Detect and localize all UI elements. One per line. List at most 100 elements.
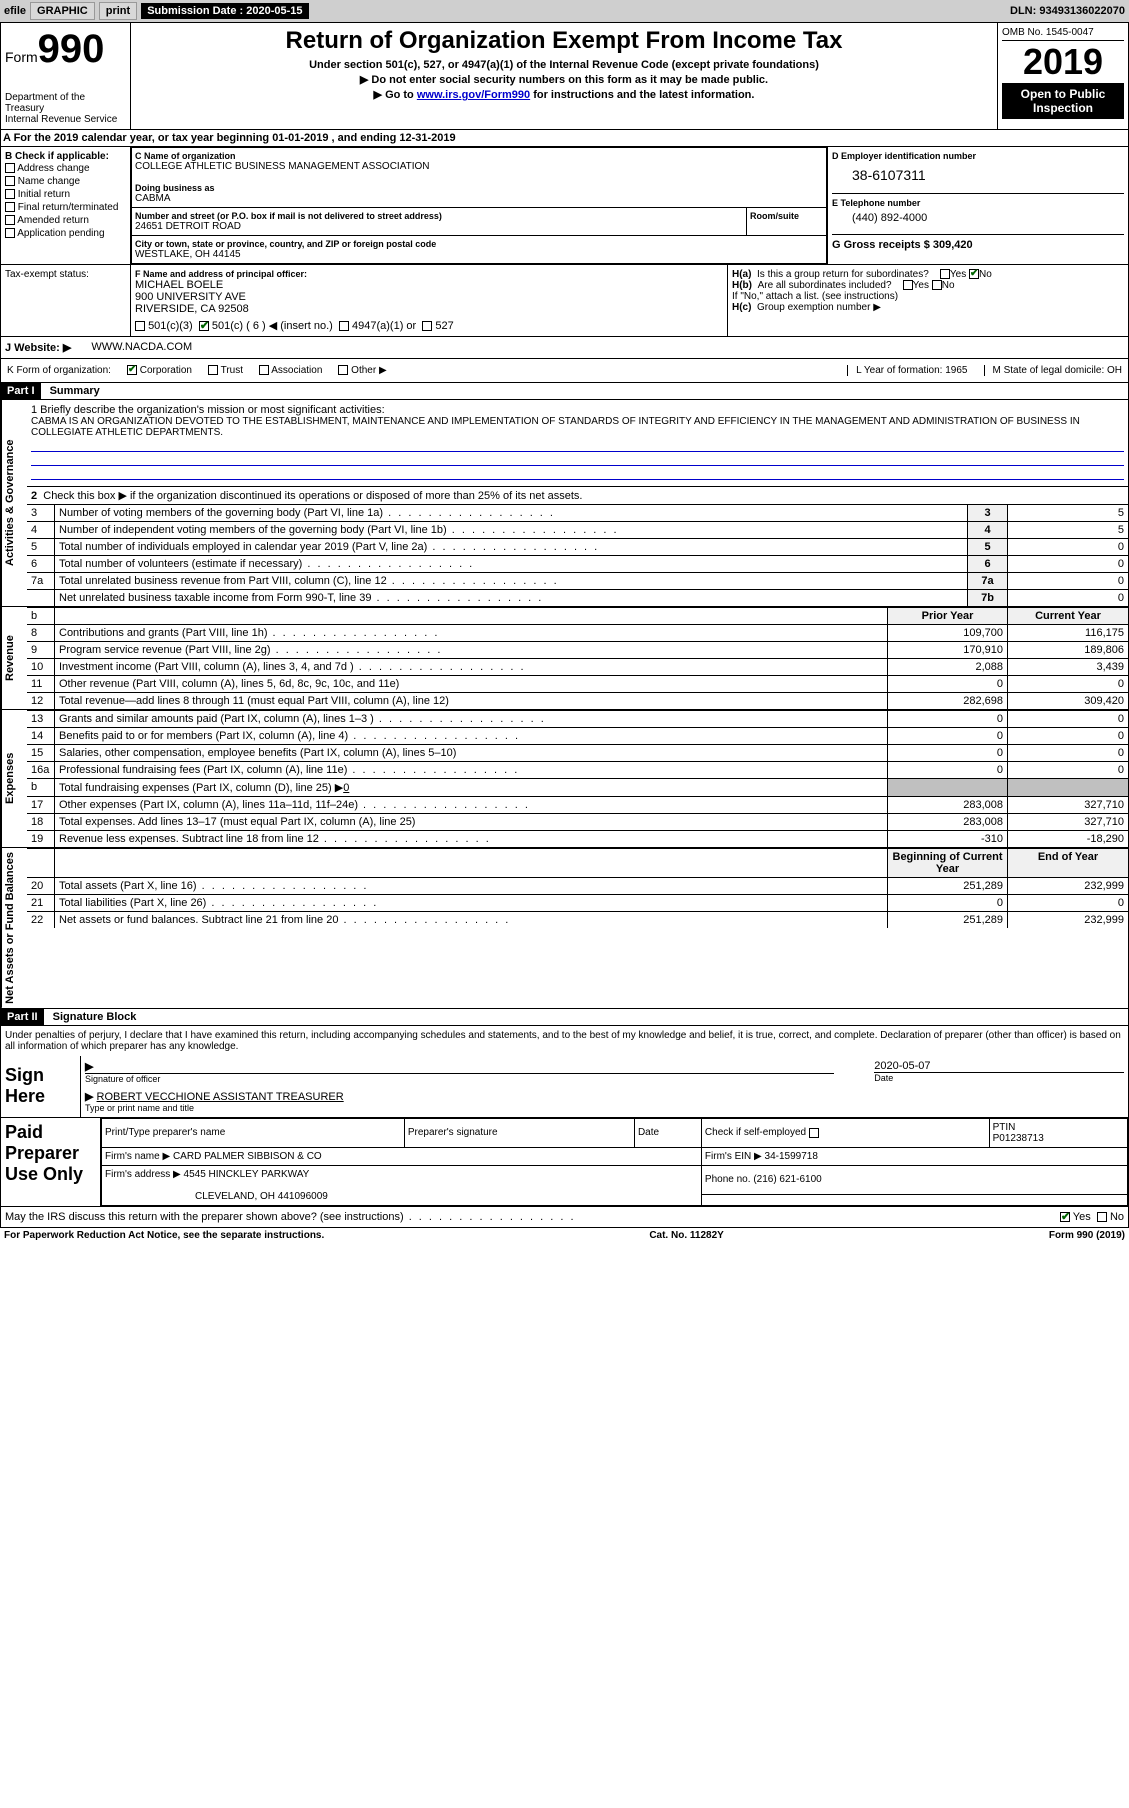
phone-value: (440) 892-4000 [832,208,1124,234]
paid-preparer-grid: Paid Preparer Use Only Print/Type prepar… [1,1117,1128,1206]
c-label: C Name of organization [135,151,823,161]
chk-final[interactable]: Final return/terminated [5,201,126,214]
penalties-text: Under penalties of perjury, I declare th… [1,1026,1128,1056]
activities-governance-section: Activities & Governance 1 Briefly descri… [0,400,1129,607]
dept-label: Department of the Treasury [5,92,126,114]
org-name: COLLEGE ATHLETIC BUSINESS MANAGEMENT ASS… [135,161,823,172]
chk-address[interactable]: Address change [5,162,126,175]
e-label: E Telephone number [832,193,1124,208]
f-block: F Name and address of principal officer:… [131,265,728,336]
expenses-section: Expenses 13Grants and similar amounts pa… [0,710,1129,848]
te-501c3: 501(c)(3) [148,320,193,332]
side-ag: Activities & Governance [1,400,27,606]
chk-amended[interactable]: Amended return [5,214,126,227]
part2-header: Part II Signature Block [0,1009,1129,1026]
ag-content: 1 Briefly describe the organization's mi… [27,400,1128,606]
graphic-button[interactable]: GRAPHIC [30,2,95,20]
footer-left: For Paperwork Reduction Act Notice, see … [4,1230,324,1241]
line12: 12Total revenue—add lines 8 through 11 (… [27,692,1128,709]
year-block: OMB No. 1545-0047 2019 Open to Public In… [998,23,1128,129]
k-assoc: Association [259,365,322,376]
ha-row: H(a) Is this a group return for subordin… [732,269,1124,280]
header-bar: efile GRAPHIC print Submission Date : 20… [0,0,1129,22]
addr-value: 24651 DETROIT ROAD [135,221,743,232]
te-label: Tax-exempt status: [5,269,89,280]
subtitle-1: Under section 501(c), 527, or 4947(a)(1)… [135,59,993,71]
discuss-text: May the IRS discuss this return with the… [5,1211,576,1223]
chk-initial[interactable]: Initial return [5,188,126,201]
name-arrow-icon: ▶ [85,1091,93,1103]
dba-label: Doing business as [135,183,823,193]
officer-addr1: 900 UNIVERSITY AVE [135,291,723,303]
chk-name[interactable]: Name change [5,175,126,188]
sign-here-grid: Sign Here ▶ Signature of officer 2020-05… [1,1056,1128,1117]
subtitle-3: ▶ Go to www.irs.gov/Form990 for instruct… [135,88,993,101]
line22: 22Net assets or fund balances. Subtract … [27,911,1128,928]
side-exp: Expenses [1,710,27,847]
rev-hdr: bPrior YearCurrent Year [27,607,1128,624]
city-cell: City or town, state or province, country… [132,236,827,264]
open2: Inspection [1006,101,1120,115]
briefly-block: 1 Briefly describe the organization's mi… [27,400,1128,486]
b-label: B Check if applicable: [5,151,126,162]
room-label: Room/suite [750,211,823,221]
chk-pending[interactable]: Application pending [5,227,126,240]
open-public: Open to Public Inspection [1002,83,1124,119]
hb-no: No [942,280,955,291]
na-content: Beginning of Current YearEnd of Year 20T… [27,848,1128,1008]
te-4947: 4947(a)(1) or [352,320,416,332]
briefly-label: 1 Briefly describe the organization's mi… [31,404,1124,416]
firm-name-cell: Firm's name ▶ CARD PALMER SIBBISON & CO [102,1147,702,1165]
form-number: 990 [38,27,105,71]
form-top: Form990 Department of the Treasury Inter… [0,22,1129,130]
part2-hdr: Part II [1,1009,44,1025]
paid-fields: Print/Type preparer's name Preparer's si… [101,1118,1128,1206]
title-block: Return of Organization Exempt From Incom… [131,23,998,129]
discuss-yes-chk [1060,1212,1070,1222]
prep-self-cell: Check if self-employed [701,1118,989,1147]
revenue-section: Revenue bPrior YearCurrent Year 8Contrib… [0,607,1129,710]
subtitle-2: ▶ Do not enter social security numbers o… [135,73,993,86]
hb-note: If "No," attach a list. (see instruction… [732,291,1124,302]
line16a: 16aProfessional fundraising fees (Part I… [27,761,1128,778]
website-row: J Website: ▶ WWW.NACDA.COM [0,337,1129,359]
hb-text: Are all subordinates included? [758,280,892,291]
line18: 18Total expenses. Add lines 13–17 (must … [27,813,1128,830]
line4: 4Number of independent voting members of… [27,521,1128,538]
prep-sig-hdr: Preparer's signature [404,1118,634,1147]
line7a: 7aTotal unrelated business revenue from … [27,572,1128,589]
prep-name-hdr: Print/Type preparer's name [102,1118,405,1147]
line15: 15Salaries, other compensation, employee… [27,744,1128,761]
omb-label: OMB No. 1545-0047 [1002,27,1124,41]
prep-table: Print/Type preparer's name Preparer's si… [101,1118,1128,1206]
firm-ein-cell: Firm's EIN ▶ 34-1599718 [701,1147,1127,1165]
row-fh: Tax-exempt status: F Name and address of… [0,265,1129,337]
row-bcd: B Check if applicable: Address change Na… [0,147,1129,265]
line17: 17Other expenses (Part IX, column (A), l… [27,796,1128,813]
org-block: C Name of organization COLLEGE ATHLETIC … [131,147,828,264]
ein-value: 38-6107311 [832,161,1124,193]
te-527: 527 [435,320,453,332]
g-label: G Gross receipts $ 309,420 [832,234,1124,251]
k-corp: Corporation [127,365,192,376]
line10: 10Investment income (Part VIII, column (… [27,658,1128,675]
discuss-yesno: Yes No [1060,1211,1124,1223]
print-button[interactable]: print [99,2,137,20]
netassets-section: Net Assets or Fund Balances Beginning of… [0,848,1129,1009]
sign-here-label: Sign Here [1,1056,81,1117]
footer: For Paperwork Reduction Act Notice, see … [0,1228,1129,1243]
na-hdr: Beginning of Current YearEnd of Year [27,848,1128,877]
right-col: D Employer identification number 38-6107… [828,147,1128,264]
officer-name: MICHAEL BOELE [135,279,723,291]
instructions-link[interactable]: www.irs.gov/Form990 [417,89,530,101]
discuss-row: May the IRS discuss this return with the… [1,1206,1128,1227]
ha-label: H(a) [732,269,751,280]
line16b: bTotal fundraising expenses (Part IX, co… [27,778,1128,796]
paid-label: Paid Preparer Use Only [1,1118,101,1206]
sig-arrow-icon: ▶ [85,1060,834,1073]
org-table: C Name of organization COLLEGE ATHLETIC … [131,147,827,264]
row-a: A For the 2019 calendar year, or tax yea… [0,130,1129,147]
line8: 8Contributions and grants (Part VIII, li… [27,624,1128,641]
hb-row: H(b) Are all subordinates included? Yes … [732,280,1124,291]
line11: 11Other revenue (Part VIII, column (A), … [27,675,1128,692]
